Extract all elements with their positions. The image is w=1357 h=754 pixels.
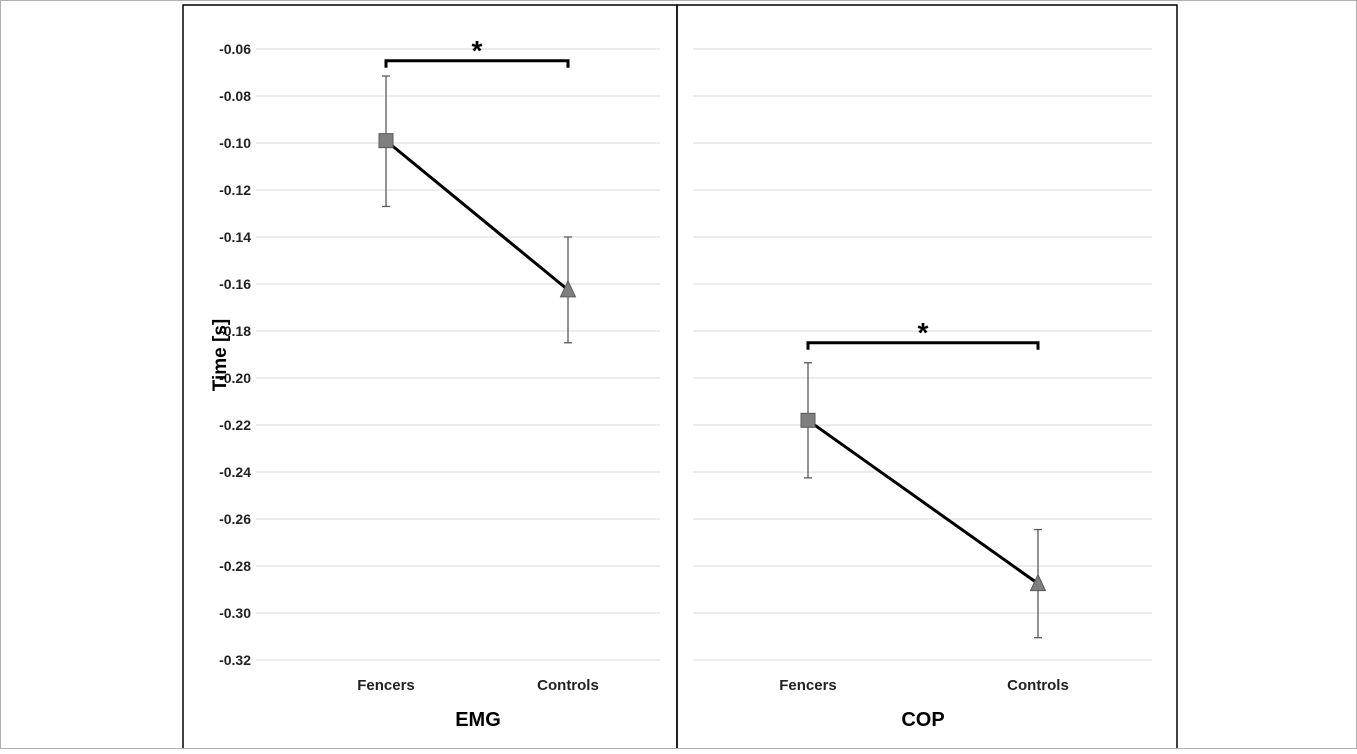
x-tick-label: Controls — [537, 677, 599, 694]
panel-title: EMG — [455, 709, 501, 731]
y-tick-label: -0.08 — [219, 88, 251, 104]
significance-star: * — [918, 317, 929, 348]
y-tick-label: -0.12 — [219, 182, 251, 198]
y-tick-label: -0.30 — [219, 605, 251, 621]
y-tick-label: -0.20 — [219, 370, 251, 386]
series-line — [807, 419, 1039, 585]
y-tick-label: -0.26 — [219, 511, 251, 527]
data-point-triangle — [559, 279, 577, 298]
data-point-square — [378, 133, 394, 149]
data-point-triangle — [1029, 573, 1047, 592]
y-tick-label: -0.32 — [219, 652, 251, 668]
y-tick-label: -0.18 — [219, 323, 251, 339]
x-tick-label: Fencers — [357, 677, 415, 694]
y-axis-label: Time [s] — [210, 319, 231, 392]
y-tick-label: -0.10 — [219, 135, 251, 151]
y-tick-label: -0.24 — [219, 464, 251, 480]
significance-star: * — [472, 35, 483, 66]
x-tick-label: Controls — [1007, 677, 1069, 694]
y-tick-label: -0.14 — [219, 229, 251, 245]
y-tick-label: -0.06 — [219, 41, 251, 57]
significance-bracket — [806, 341, 1040, 350]
panel-title: COP — [901, 709, 944, 731]
x-tick-label: Fencers — [779, 677, 837, 694]
y-tick-label: -0.16 — [219, 276, 251, 292]
panel-emg: -0.06 -0.08 -0.10 -0.12 -0.14 -0.16 -0.18 -0.20… — [182, 4, 678, 750]
y-tick-label: -0.28 — [219, 558, 251, 574]
y-tick-label: -0.22 — [219, 417, 251, 433]
series-line — [385, 139, 569, 292]
significance-bracket — [384, 59, 570, 68]
data-point-square — [800, 412, 816, 428]
